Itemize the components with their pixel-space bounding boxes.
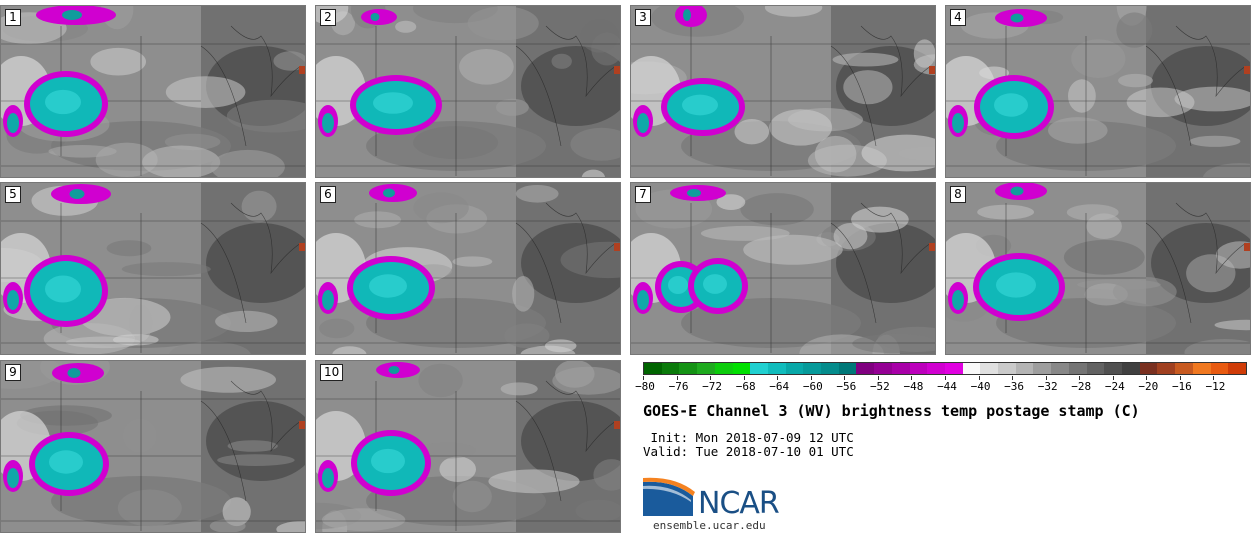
- figure-title: GOES-E Channel 3 (WV) brightness temp po…: [643, 402, 1140, 420]
- colorbar-tick-label: −72: [702, 380, 723, 393]
- colorbar-swatch: [998, 363, 1016, 374]
- colorbar-swatch: [767, 363, 786, 374]
- colorbar-swatch: [1228, 363, 1246, 374]
- colorbar-swatch: [838, 363, 857, 374]
- colorbar-swatch: [891, 363, 910, 374]
- colorbar-swatch: [732, 363, 751, 374]
- colorbar-swatch: [679, 363, 698, 374]
- colorbar-tick-label: −80: [635, 380, 655, 393]
- colorbar-swatch: [1175, 363, 1193, 374]
- colorbar-swatch: [644, 363, 662, 374]
- colorbar-swatch: [697, 363, 715, 374]
- colorbar-tick-label: −56: [836, 380, 857, 393]
- colorbar-swatch: [1139, 363, 1158, 374]
- colorbar-tick: [676, 376, 678, 380]
- colorbar-tick: [643, 376, 644, 380]
- colorbar-tick-label: −36: [1004, 380, 1025, 393]
- ncar-logo-icon: [643, 477, 695, 516]
- colorbar-swatch: [1051, 363, 1069, 374]
- colorbar-swatch: [803, 363, 822, 374]
- colorbar-tick: [1213, 376, 1215, 380]
- postage-stamp-panel: 9: [0, 360, 306, 533]
- colorbar-tick: [1079, 376, 1081, 380]
- postage-stamp-panel: 10: [315, 360, 621, 533]
- colorbar-tick-label: −48: [903, 380, 924, 393]
- colorbar-tick: [777, 376, 779, 380]
- colorbar-swatch: [856, 363, 875, 374]
- postage-stamp-panel: 4: [945, 5, 1251, 178]
- colorbar-tick: [1146, 376, 1148, 380]
- colorbar-swatch: [874, 363, 892, 374]
- postage-stamp-panel: 5: [0, 182, 306, 355]
- colorbar-tick-label: −68: [735, 380, 756, 393]
- site-url: ensemble.ucar.edu: [653, 519, 766, 532]
- panel-number-label: 8: [950, 186, 966, 203]
- colorbar-tick-label: −40: [970, 380, 991, 393]
- colorbar-tick-label: −32: [1037, 380, 1058, 393]
- postage-stamp-panel: 7: [630, 182, 936, 355]
- panel-number-label: 4: [950, 9, 966, 26]
- colorbar-tick: [945, 376, 946, 380]
- colorbar-tick: [911, 376, 913, 380]
- colorbar-swatch: [927, 363, 945, 374]
- postage-stamp-panel: 8: [945, 182, 1251, 355]
- postage-stamp-panel: 2: [315, 5, 621, 178]
- panel-number-label: 1: [5, 9, 21, 26]
- colorbar-swatch: [962, 363, 981, 374]
- colorbar-swatch: [980, 363, 999, 374]
- colorbar-tick: [1112, 376, 1114, 380]
- colorbar-tick: [743, 376, 745, 380]
- colorbar-tick: [710, 376, 712, 380]
- postage-stamp-panel: 1: [0, 5, 306, 178]
- colorbar-swatch: [944, 363, 963, 374]
- colorbar-tick-label: −64: [769, 380, 790, 393]
- colorbar-swatch: [750, 363, 768, 374]
- postage-stamp-panel: 6: [315, 182, 621, 355]
- colorbar-swatch: [1210, 363, 1229, 374]
- panel-number-label: 3: [635, 9, 651, 26]
- colorbar-tick-label: −24: [1104, 380, 1125, 393]
- colorbar-swatch: [1068, 363, 1087, 374]
- panel-number-label: 7: [635, 186, 651, 203]
- colorbar-tick-label: −60: [802, 380, 823, 393]
- valid-time: Valid: Tue 2018-07-10 01 UTC: [643, 444, 854, 459]
- colorbar-swatch: [714, 363, 733, 374]
- panel-number-label: 10: [320, 364, 344, 381]
- colorbar-tick: [1045, 376, 1047, 380]
- colorbar-tick-label: −12: [1205, 380, 1226, 393]
- colorbar-swatch: [1104, 363, 1122, 374]
- colorbar-tick-label: −44: [937, 380, 957, 393]
- colorbar-swatch: [1015, 363, 1034, 374]
- colorbar-tick-label: −20: [1138, 380, 1159, 393]
- colorbar-tick: [877, 376, 879, 380]
- colorbar-swatch: [1192, 363, 1211, 374]
- colorbar-tick: [844, 376, 846, 380]
- colorbar-tick: [1179, 376, 1181, 380]
- panel-number-label: 9: [5, 364, 21, 381]
- logo-text: NCAR: [698, 486, 780, 521]
- colorbar-swatch: [785, 363, 804, 374]
- colorbar-tick-label: −16: [1171, 380, 1192, 393]
- colorbar-ticks: −80 −76 −72 −68 −64 −60 −56 −52 −48 −44 −40 −36 −32−…: [635, 376, 1247, 396]
- colorbar-tick-label: −52: [869, 380, 890, 393]
- panel-number-label: 5: [5, 186, 21, 203]
- init-time: Init: Mon 2018-07-09 12 UTC: [643, 430, 854, 445]
- colorbar-swatch: [821, 363, 839, 374]
- colorbar-tick: [1012, 376, 1014, 380]
- colorbar-swatch: [661, 363, 680, 374]
- colorbar-tick: [810, 376, 812, 380]
- postage-stamp-panel: 3: [630, 5, 936, 178]
- panel-number-label: 6: [320, 186, 336, 203]
- panel-number-label: 2: [320, 9, 336, 26]
- colorbar-tick-label: −28: [1071, 380, 1092, 393]
- colorbar-swatch: [1121, 363, 1140, 374]
- colorbar-swatch: [1086, 363, 1105, 374]
- colorbar: [643, 362, 1247, 375]
- colorbar-swatch: [909, 363, 928, 374]
- colorbar-swatch: [1157, 363, 1176, 374]
- colorbar-tick-label: −76: [668, 380, 689, 393]
- colorbar-swatch: [1033, 363, 1052, 374]
- colorbar-tick: [978, 376, 980, 380]
